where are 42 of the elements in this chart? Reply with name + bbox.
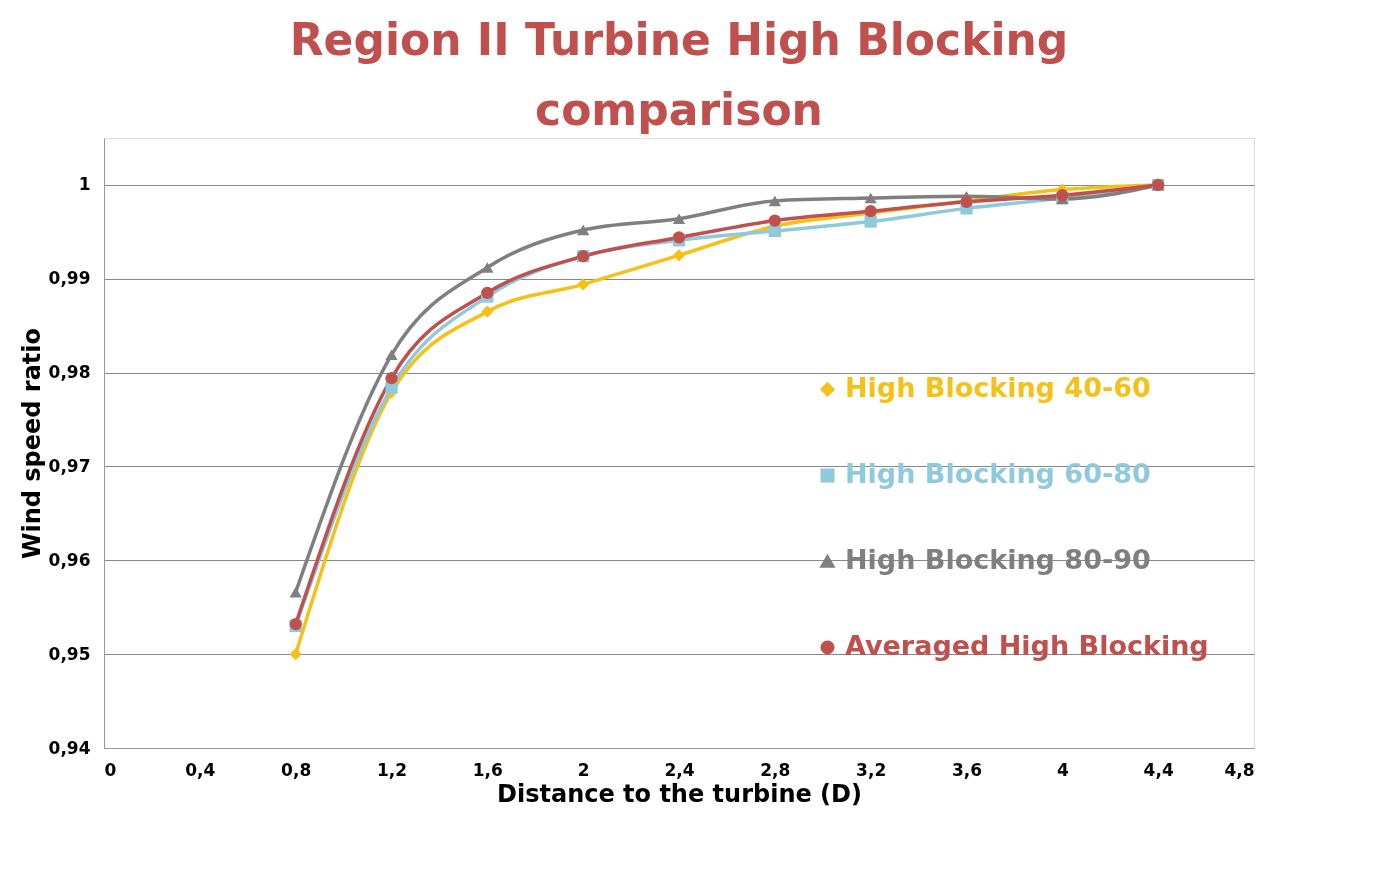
point bbox=[481, 286, 494, 299]
point bbox=[289, 648, 302, 661]
y-tick-label: 0,98 bbox=[48, 362, 91, 383]
point bbox=[768, 224, 781, 238]
x-tick-label: 3,2 bbox=[856, 759, 887, 780]
point bbox=[577, 278, 590, 291]
y-tick-label: 0,96 bbox=[48, 549, 91, 570]
y-tick-label: 0,94 bbox=[48, 737, 91, 758]
x-tick-label: 0,4 bbox=[185, 759, 216, 780]
legend-label: High Blocking 60-80 bbox=[845, 458, 1151, 490]
point bbox=[672, 213, 686, 225]
x-tick-label: 4,8 bbox=[1224, 759, 1255, 780]
point bbox=[864, 192, 877, 204]
point bbox=[385, 372, 398, 385]
x-tick-label: 2,8 bbox=[760, 759, 791, 780]
x-axis-title: Distance to the turbine (D) bbox=[497, 779, 862, 808]
x-tick-label: 2,4 bbox=[664, 759, 695, 780]
legend-label: High Blocking 40-60 bbox=[845, 372, 1151, 404]
point bbox=[481, 262, 494, 273]
point bbox=[768, 195, 781, 207]
x-tick-label: 1,6 bbox=[472, 759, 503, 780]
point bbox=[577, 224, 590, 236]
y-tick-label: 0,97 bbox=[48, 455, 91, 476]
x-tick-label: 4 bbox=[1056, 759, 1069, 780]
chart-title: Region II Turbine High Blocking comparison bbox=[289, 14, 1069, 135]
point bbox=[385, 349, 398, 361]
point bbox=[864, 215, 877, 228]
x-tick-label: 0,8 bbox=[281, 759, 312, 780]
y-tick-label: 0,99 bbox=[48, 268, 91, 289]
point bbox=[768, 214, 781, 227]
y-tick-label: 0,95 bbox=[48, 643, 91, 664]
x-tick-label: 0 bbox=[104, 759, 117, 780]
x-tick-label: 2 bbox=[577, 759, 590, 780]
point bbox=[481, 305, 494, 318]
x-tick-label: 4,4 bbox=[1143, 759, 1174, 780]
x-tick-label: 3,6 bbox=[951, 759, 983, 780]
point bbox=[289, 586, 302, 598]
point bbox=[672, 249, 686, 262]
x-tick-label: 1,2 bbox=[376, 759, 408, 780]
y-axis-title: Wind speed ratio bbox=[17, 327, 46, 560]
y-tick-label: 1 bbox=[78, 174, 91, 195]
legend-label: Averaged High Blocking bbox=[845, 630, 1209, 662]
